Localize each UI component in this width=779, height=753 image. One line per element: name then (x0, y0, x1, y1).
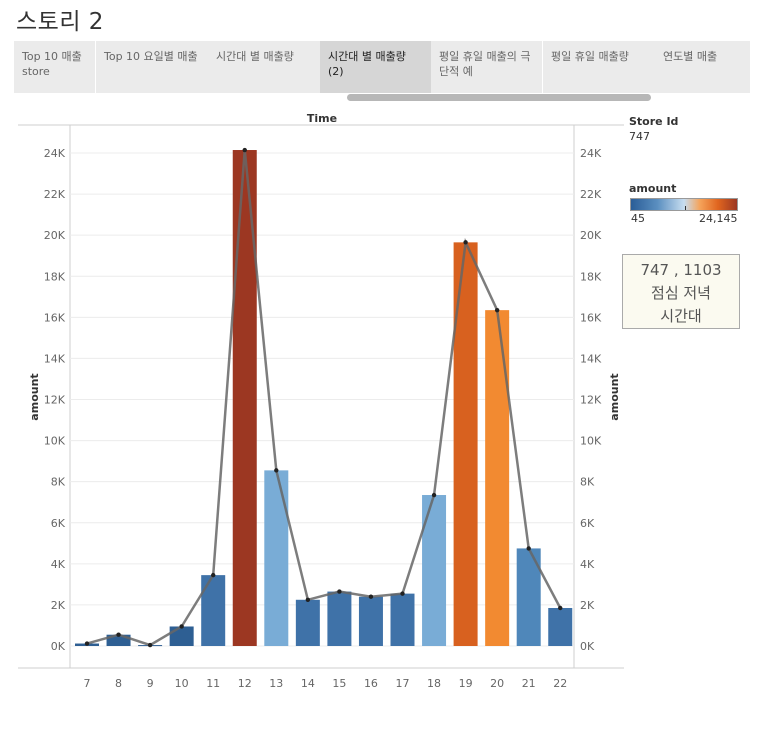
x-tick-label: 15 (332, 677, 346, 690)
line-point[interactable] (305, 597, 311, 602)
line-point[interactable] (337, 589, 342, 594)
bar[interactable] (106, 634, 131, 646)
y-tick-label-left: 0K (51, 640, 66, 653)
tab-yearly-sales[interactable]: 연도별 매출 (663, 50, 718, 63)
y-tick-label-left: 6K (51, 517, 66, 530)
amount-line (86, 149, 562, 647)
bar[interactable] (358, 596, 383, 646)
y-tick-label-left: 24K (44, 147, 66, 160)
bar[interactable] (201, 575, 226, 646)
annotation-line-3: 시간대 (660, 307, 702, 325)
line-point[interactable] (116, 632, 121, 637)
legend-store-id-title: Store Id (629, 115, 679, 128)
line-point[interactable] (211, 572, 216, 578)
annotation-line-2: 점심 저녁 (651, 284, 711, 302)
y-tick-label-right: 16K (580, 311, 602, 324)
x-tick-label: 13 (269, 677, 283, 690)
line-point[interactable] (431, 492, 437, 498)
line-point[interactable] (147, 642, 153, 648)
tab-top10-weekday[interactable]: Top 10 요일별 매출 (104, 50, 198, 63)
x-tick-label: 7 (84, 677, 91, 690)
y-tick-label-left: 20K (44, 229, 66, 242)
line-point[interactable] (400, 591, 405, 596)
y-tick-label-left: 2K (51, 599, 66, 612)
x-tick-label: 9 (147, 677, 154, 690)
annotation-line-1: 747 , 1103 (640, 261, 722, 279)
bar[interactable] (169, 626, 194, 646)
x-tick-label: 20 (490, 677, 504, 690)
annotation-box: 747 , 1103 점심 저녁 시간대 (622, 254, 740, 329)
y-axis-label-right: amount (608, 373, 621, 420)
line-point[interactable] (84, 641, 90, 646)
line-point[interactable] (463, 240, 468, 245)
bar[interactable] (264, 470, 289, 646)
y-tick-label-right: 6K (580, 517, 595, 530)
story-tabstrip: Top 10 매출 store Top 10 요일별 매출 시간대 별 매출량 … (14, 41, 750, 93)
tab-weekday-holiday-extreme[interactable]: 평일 휴일 매출의 극단적 예 (431, 41, 543, 93)
y-tick-label-right: 12K (580, 394, 602, 407)
line-point[interactable] (368, 594, 374, 599)
x-tick-label: 11 (206, 677, 220, 690)
legend-amount-title: amount (629, 182, 677, 195)
x-tick-label: 14 (301, 677, 315, 690)
x-tick-label: 17 (396, 677, 410, 690)
y-tick-label-left: 8K (51, 476, 66, 489)
line-point[interactable] (526, 546, 531, 551)
y-tick-label-right: 20K (580, 229, 602, 242)
tab-weekday-holiday-sales[interactable]: 평일 휴일 매출량 (551, 50, 629, 63)
y-tick-label-left: 16K (44, 311, 66, 324)
y-tick-label-right: 4K (580, 558, 595, 571)
x-tick-label: 19 (459, 677, 473, 690)
y-tick-label-left: 22K (44, 188, 66, 201)
y-tick-label-right: 2K (580, 599, 595, 612)
x-tick-label: 21 (522, 677, 536, 690)
legend-store-id-value[interactable]: 747 (629, 130, 650, 143)
y-tick-label-right: 8K (580, 476, 595, 489)
line-point[interactable] (242, 147, 247, 153)
bar[interactable] (485, 310, 510, 646)
story-title: 스토리 2 (16, 9, 104, 35)
legend-amount-max: 24,145 (699, 212, 738, 225)
tab-hourly-sales-2[interactable]: 시간대 별 매출량 (2) (320, 41, 431, 93)
x-tick-label: 12 (238, 677, 252, 690)
y-tick-label-right: 10K (580, 435, 602, 448)
amount-color-gradient (630, 198, 738, 211)
y-tick-label-right: 14K (580, 352, 602, 365)
x-tick-label: 16 (364, 677, 378, 690)
tab-hourly-sales[interactable]: 시간대 별 매출량 (216, 50, 294, 63)
y-tick-label-left: 14K (44, 352, 66, 365)
tabstrip-scrollbar[interactable] (347, 94, 651, 101)
y-tick-label-left: 4K (51, 558, 66, 571)
legend-amount-min: 45 (631, 212, 645, 225)
bar[interactable] (548, 607, 573, 646)
y-tick-label-left: 10K (44, 435, 66, 448)
y-tick-label-left: 12K (44, 394, 66, 407)
x-tick-label: 8 (115, 677, 122, 690)
line-point[interactable] (558, 605, 563, 611)
line-point[interactable] (274, 468, 279, 473)
y-axis-label-left: amount (28, 373, 41, 420)
y-tick-label-right: 22K (580, 188, 602, 201)
tab-top10-store[interactable]: Top 10 매출 store (14, 41, 96, 93)
y-tick-label-right: 0K (580, 640, 595, 653)
line-point[interactable] (494, 307, 500, 313)
bar[interactable] (327, 591, 352, 646)
line-point[interactable] (179, 624, 184, 629)
y-tick-label-right: 18K (580, 270, 602, 283)
bar[interactable] (390, 593, 415, 646)
y-tick-label-right: 24K (580, 147, 602, 160)
x-tick-label: 22 (553, 677, 567, 690)
x-tick-label: 18 (427, 677, 441, 690)
chart-title: Time (307, 112, 337, 125)
x-tick-label: 10 (175, 677, 189, 690)
y-tick-label-left: 18K (44, 270, 66, 283)
bar[interactable] (295, 599, 320, 646)
gradient-marker (685, 206, 686, 210)
